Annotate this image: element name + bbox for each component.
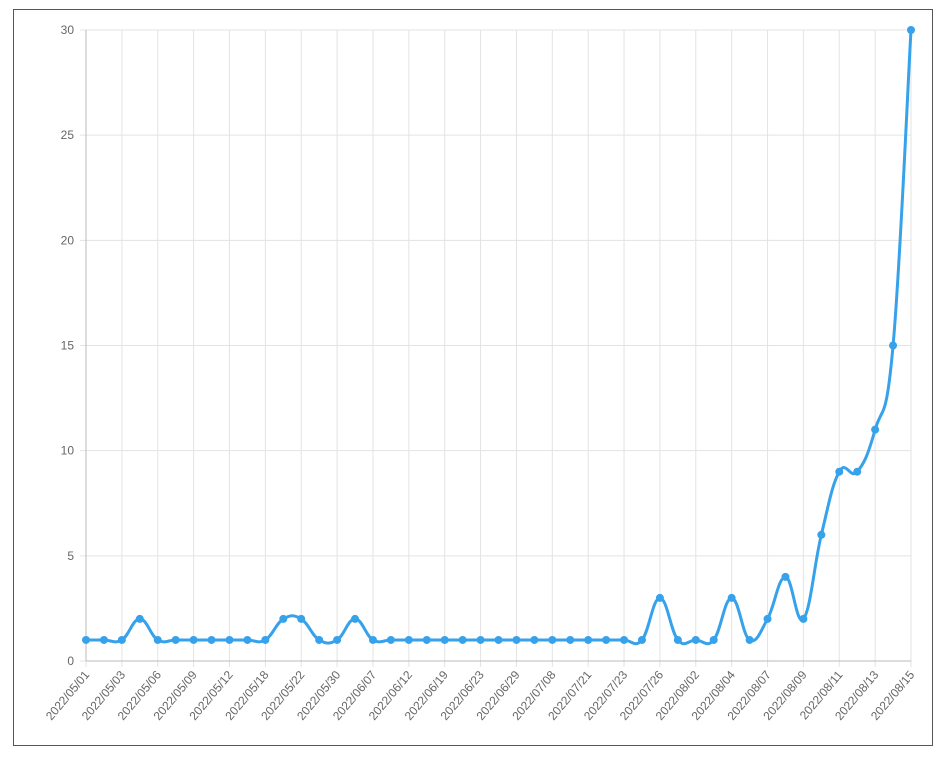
point: [207, 635, 216, 644]
point: [602, 635, 611, 644]
line: [86, 29, 913, 646]
point: [117, 635, 126, 644]
point: [566, 635, 575, 644]
point: [279, 614, 288, 623]
y-tick-label: 20: [61, 233, 75, 247]
point: [763, 614, 772, 623]
point: [135, 614, 144, 623]
point: [153, 635, 162, 644]
point: [458, 635, 467, 644]
point: [835, 467, 844, 476]
point: [476, 635, 485, 644]
point: [368, 635, 377, 644]
point: [315, 635, 324, 644]
point: [440, 635, 449, 644]
point: [889, 341, 898, 350]
point: [655, 593, 664, 602]
point: [584, 635, 593, 644]
point: [297, 614, 306, 623]
point: [745, 635, 754, 644]
chart-frame: [13, 9, 933, 746]
point: [817, 530, 826, 539]
y-tick-label: 25: [61, 128, 75, 142]
point: [404, 635, 413, 644]
point: [82, 635, 90, 644]
point: [333, 635, 342, 644]
point: [189, 635, 198, 644]
point: [871, 425, 880, 434]
point: [530, 635, 539, 644]
y-tick-label: 15: [61, 339, 75, 353]
point: [351, 614, 360, 623]
point: [225, 635, 234, 644]
point: [99, 635, 108, 644]
point: [548, 635, 557, 644]
y-tick-label: 10: [61, 444, 75, 458]
point: [620, 635, 629, 644]
y-tick-label: 30: [61, 23, 75, 37]
point: [691, 635, 700, 644]
y-tick-label: 5: [67, 549, 74, 563]
point: [907, 26, 915, 34]
point: [386, 635, 395, 644]
point: [637, 635, 646, 644]
y-tick-label: 0: [67, 654, 74, 668]
point: [853, 467, 862, 476]
point: [727, 593, 736, 602]
point: [243, 635, 252, 644]
point: [494, 635, 503, 644]
point: [171, 635, 180, 644]
point: [673, 635, 682, 644]
point: [799, 614, 808, 623]
point: [781, 572, 790, 581]
point: [512, 635, 521, 644]
point: [709, 635, 718, 644]
point: [261, 635, 270, 644]
point: [422, 635, 431, 644]
